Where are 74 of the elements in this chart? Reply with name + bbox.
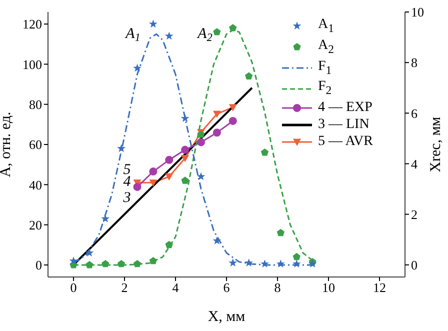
annotation: A$_{2}$ [196,26,213,44]
y-tick-label: 100 [22,56,42,72]
y-axis-title: A, отн. ед. [0,112,14,178]
point [133,64,142,72]
point [212,110,221,118]
point [164,32,174,40]
point [229,24,237,32]
point [260,148,269,156]
point [197,138,205,146]
x-tick-label: 12 [373,280,386,296]
point [102,260,110,268]
legend-label: A$_{1}$ [318,16,334,37]
y-tick-label: 60 [29,137,42,152]
legend-label: F$_{1}$ [318,58,332,78]
point [292,260,301,268]
point [196,172,206,180]
x-tick-label: 10 [322,280,335,296]
y-tick-label: 40 [29,177,42,192]
point [181,176,189,184]
point [149,168,158,176]
point [213,28,221,36]
point [212,128,221,137]
y2-tick-label: 10 [411,4,424,20]
annotation: 4 [123,174,132,190]
point [228,258,238,267]
point [165,173,174,181]
point [133,182,142,191]
y2-tick-label: 2 [411,206,418,222]
point [86,260,94,268]
x-tick-label: 0 [70,280,77,296]
point [308,260,317,268]
x-tick-label: 6 [223,280,230,296]
point [165,240,173,248]
y2-tick-label: 8 [411,55,418,70]
point [85,248,94,256]
legend-label: 3 — LIN [318,116,370,134]
point [276,260,285,268]
point [260,260,269,268]
point [292,252,300,260]
point [212,236,222,244]
x-tick-label: 2 [121,280,128,296]
annotation: A$_{1}$ [124,26,140,44]
point [133,260,142,268]
x-axis-title: X, мм [208,309,246,325]
y-tick-label: 80 [29,96,42,112]
y2-tick-label: 4 [411,156,418,172]
legend-label: A$_{2}$ [318,36,334,58]
point [118,260,126,268]
x-tick-label: 8 [274,280,281,296]
point [228,116,237,125]
point [244,258,253,267]
legend-label: 4 — EXP [318,99,372,116]
point [149,20,158,28]
point [165,156,174,164]
point [180,114,190,122]
y2-tick-label: 6 [411,106,418,121]
y-tick-label: 20 [29,217,42,232]
point [181,146,190,154]
y-tick-label: 120 [22,16,42,32]
point [181,154,190,162]
legend-label: 5 — AVR [318,133,373,150]
y-tick-label: 0 [36,258,42,273]
point [117,144,126,152]
point [149,179,158,187]
legend-label: F$_{2}$ [318,78,332,100]
point [276,228,284,236]
x-tick-label: 4 [172,280,180,296]
point [245,72,253,80]
point [228,104,237,112]
annotation: 3 [122,190,131,206]
point [149,256,157,264]
y2-tick-label: 0 [411,257,418,272]
point [69,256,78,264]
y2-axis-title: Xrec, мм [428,116,444,172]
